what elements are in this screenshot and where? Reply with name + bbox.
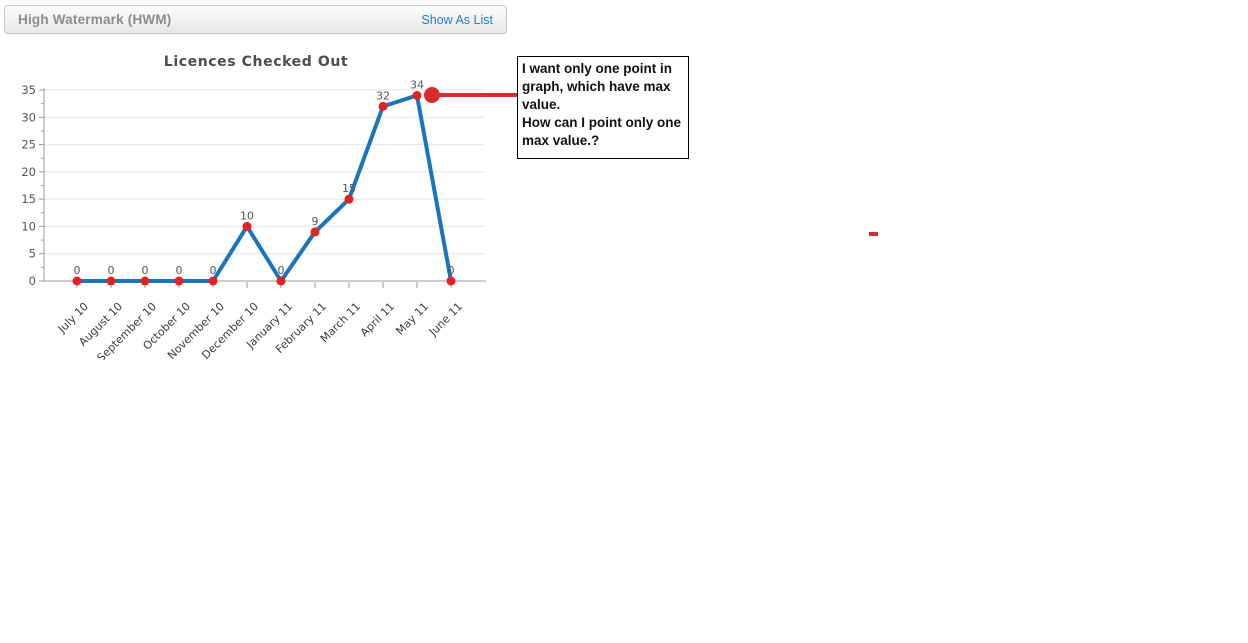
annotation-connector-line	[438, 93, 517, 97]
data-point-marker	[276, 276, 286, 286]
panel-title: High Watermark (HWM)	[18, 12, 172, 27]
data-point-marker	[72, 276, 82, 286]
x-tick-label: July 10	[55, 300, 91, 336]
data-point-label: 34	[410, 78, 424, 91]
data-point-label: 0	[108, 264, 115, 277]
x-tick-label: September 10	[95, 300, 160, 360]
annotation-note-text: I want only one point in graph, which ha…	[522, 61, 682, 148]
x-tick-label: October 10	[140, 300, 193, 353]
data-point-label: 32	[376, 89, 390, 102]
y-tick-label: 30	[21, 110, 36, 124]
annotation-note-box: I want only one point in graph, which ha…	[517, 56, 689, 159]
chart-title: Licences Checked Out	[164, 54, 348, 70]
y-tick-label: 20	[21, 165, 36, 179]
y-tick-label: 15	[21, 192, 36, 206]
y-tick-label: 0	[29, 274, 36, 288]
x-tick-label: December 10	[199, 300, 261, 360]
max-point-highlight-circle	[424, 87, 440, 103]
show-as-list-link[interactable]: Show As List	[421, 12, 493, 27]
data-point-marker	[242, 221, 252, 231]
data-point-label: 0	[142, 264, 149, 277]
data-point-label: 9	[312, 215, 319, 228]
data-point-marker	[106, 276, 116, 286]
x-tick-label: August 10	[76, 300, 125, 349]
data-point-label: 0	[448, 264, 455, 277]
y-tick-label: 35	[21, 83, 36, 97]
data-point-label: 0	[278, 264, 285, 277]
data-point-label: 0	[210, 264, 217, 277]
y-tick-label: 25	[21, 138, 36, 152]
y-tick-label: 10	[21, 219, 36, 233]
stray-red-mark	[869, 232, 878, 236]
data-point-marker	[310, 227, 320, 237]
data-point-marker	[412, 90, 422, 100]
data-point-marker	[174, 276, 184, 286]
x-tick-label: February 11	[273, 300, 329, 356]
data-point-marker	[378, 101, 388, 111]
data-point-marker	[344, 194, 354, 204]
y-tick-label: 5	[29, 247, 36, 261]
x-tick-label: May 11	[393, 300, 431, 338]
data-point-marker	[446, 276, 456, 286]
data-point-marker	[140, 276, 150, 286]
x-tick-label: April 11	[358, 300, 397, 339]
data-point-label: 0	[74, 264, 81, 277]
series-line	[75, 93, 453, 283]
hwm-panel-header: High Watermark (HWM) Show As List	[4, 5, 507, 34]
data-point-label: 10	[240, 209, 254, 222]
x-tick-label: January 11	[243, 300, 295, 352]
x-tick-label: March 11	[318, 300, 363, 345]
data-point-label: 15	[342, 182, 356, 195]
x-tick-label: November 10	[165, 300, 227, 360]
x-tick-label: June 11	[426, 300, 465, 339]
data-point-marker	[208, 276, 218, 286]
data-point-label: 0	[176, 264, 183, 277]
